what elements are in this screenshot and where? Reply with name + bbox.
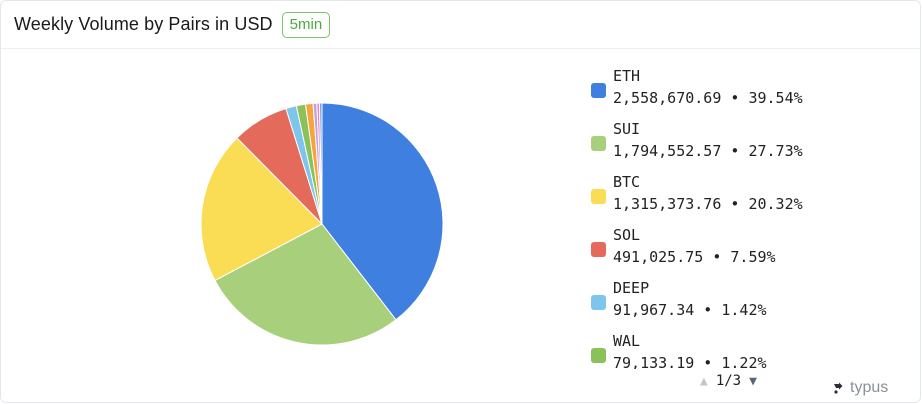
legend-label: WAL [613, 332, 641, 350]
chart-title: Weekly Volume by Pairs in USD [14, 14, 273, 34]
pie-slice-other-4[interactable] [318, 102, 323, 225]
pie-slice-eth[interactable] [321, 102, 444, 321]
legend-item-wal[interactable]: WAL 79,133.19 • 1.22% [586, 330, 886, 369]
legend-value: 79,133.19 • 1.22% [613, 354, 767, 369]
legend-value: 1,315,373.76 • 20.32% [613, 195, 803, 213]
legend-value: 1,794,552.57 • 27.73% [613, 142, 803, 160]
chart-legend: ETH 2,558,670.69 • 39.54% SUI 1,794,552.57 … [586, 65, 886, 369]
pie-slice-sui[interactable] [214, 223, 397, 346]
legend-swatch [591, 242, 606, 257]
legend-value: 491,025.75 • 7.59% [613, 248, 776, 266]
legend-label: SUI [613, 120, 641, 138]
legend-label: SOL [613, 226, 641, 244]
legend-value: 2,558,670.69 • 39.54% [613, 89, 803, 107]
brand-logo: typus [833, 379, 888, 397]
legend-item-sui[interactable]: SUI 1,794,552.57 • 27.73% [586, 118, 886, 166]
legend-swatch [591, 136, 606, 151]
pie-slice-btc[interactable] [200, 137, 323, 282]
legend-page-indicator: 1/3 [715, 373, 742, 389]
typus-logo-icon [834, 382, 843, 394]
legend-swatch [591, 189, 606, 204]
legend-label: DEEP [613, 279, 650, 297]
legend-prev-page-icon[interactable]: ▲ [700, 373, 708, 389]
legend-label: BTC [613, 173, 641, 191]
legend-item-btc[interactable]: BTC 1,315,373.76 • 20.32% [586, 171, 886, 219]
legend-swatch [591, 348, 606, 363]
legend-label: ETH [613, 67, 641, 85]
legend-item-eth[interactable]: ETH 2,558,670.69 • 39.54% [586, 65, 886, 113]
legend-item-sol[interactable]: SOL 491,025.75 • 7.59% [586, 224, 886, 272]
brand-name: typus [850, 379, 889, 396]
legend-pager: ▲ 1/3 ▼ [700, 370, 757, 392]
legend-swatch [591, 83, 606, 98]
legend-swatch [591, 295, 606, 310]
refresh-interval-badge: 5min [281, 11, 331, 38]
legend-value: 91,967.34 • 1.42% [613, 301, 767, 319]
legend-next-page-icon[interactable]: ▼ [749, 373, 757, 389]
card-header: Weekly Volume by Pairs in USD 5min [1, 1, 920, 49]
pie-chart [200, 102, 444, 346]
legend-item-deep[interactable]: DEEP 91,967.34 • 1.42% [586, 277, 886, 325]
